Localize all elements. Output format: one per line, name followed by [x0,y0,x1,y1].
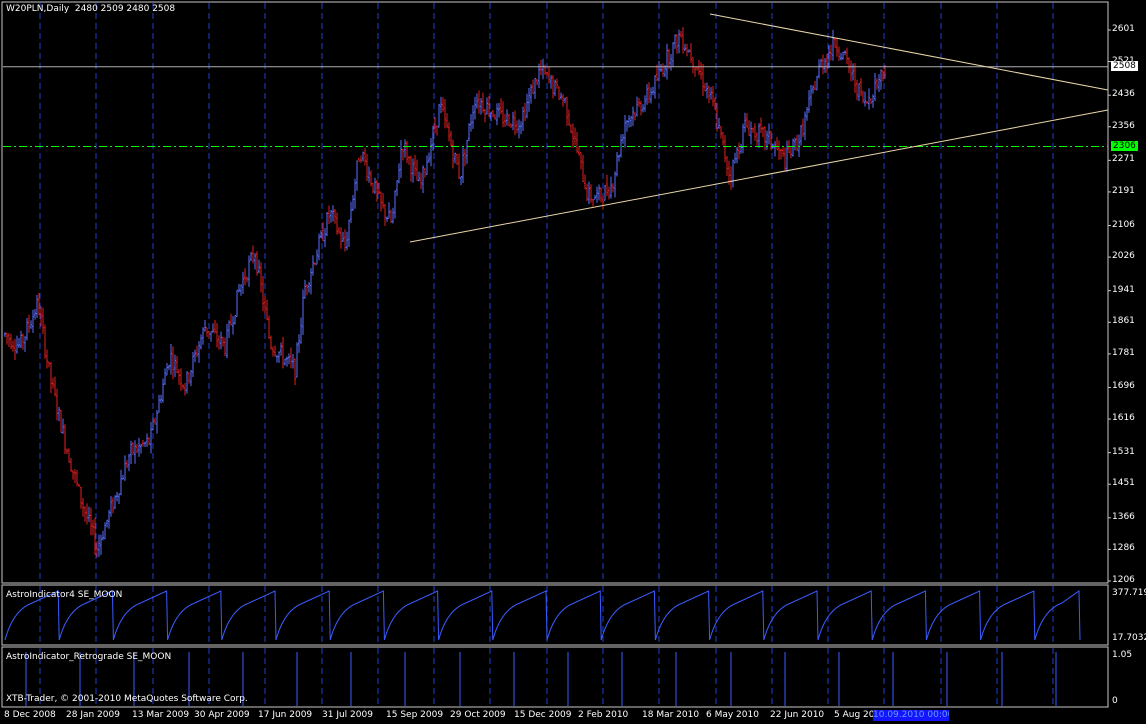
indicator1-axis-top: 377.719 [1112,588,1146,598]
price-tick-label: 1366 [1112,511,1135,522]
date-tick-label: 22 Jun 2010 [770,710,825,720]
indicator1-panel-frame [1,584,1109,646]
date-tick-label: 31 Jul 2009 [322,710,373,720]
upper-trendline [709,13,1109,91]
price-tick-label: 2356 [1112,120,1135,131]
price-tick-label: 1616 [1112,413,1135,424]
main-panel-frame [1,1,1109,584]
indicator1-axis-bottom: 17.7032 [1112,633,1146,643]
indicator2-title: AstroIndicator_Retrograde SE_MOON [6,652,172,662]
price-tick-label: 2271 [1112,154,1135,165]
current-price-tag: 2508 [1111,61,1138,71]
indicator2-axis-top: 1.05 [1112,650,1133,660]
price-tick-label: 2106 [1112,219,1135,230]
date-tick-label: 2 Feb 2010 [578,710,629,720]
date-tick-label: 5 Aug 20 [834,710,875,720]
price-tick-label: 1781 [1112,347,1135,358]
date-tick-label: 15 Dec 2009 [514,710,572,720]
price-tick-label: 2026 [1112,251,1135,262]
price-tick-label: 1696 [1112,381,1135,392]
date-tick-label: 28 Jan 2009 [66,710,120,720]
price-tick-label: 1206 [1112,575,1135,585]
date-tick-label: 30 Apr 2009 [194,710,250,720]
support-level-tag: 2306 [1111,141,1138,151]
date-tick-label: 13 Mar 2009 [132,710,190,720]
lower-trendline [409,109,1109,243]
copyright-text: XTB-Trader, © 2001-2010 MetaQuotes Softw… [6,694,248,704]
indicator2-axis-bottom: 0 [1112,696,1118,706]
moon-sawtooth-line [4,590,1081,641]
date-tick-label: 8 Dec 2008 [4,710,56,720]
price-tick-label: 1531 [1112,446,1135,457]
date-tick-label: 6 May 2010 [706,710,759,720]
date-tick-label: 17 Jun 2009 [258,710,313,720]
price-tick-label: 1451 [1112,478,1135,489]
ohlc-label: 2480 2509 2480 2508 [74,4,176,14]
price-tick-label: 1941 [1112,284,1135,295]
price-tick-label: 1286 [1112,543,1135,554]
date-tick-label: 15 Sep 2009 [386,710,444,720]
price-tick-label: 2191 [1112,185,1135,196]
date-tick-label: 18 Mar 2010 [642,710,700,720]
price-tick-label: 1861 [1112,316,1135,327]
price-tick-label: 2521 [1112,56,1135,67]
indicator2-panel-frame [1,646,1109,708]
symbol-label: W20PLN,Daily 2480 2509 2480 2508 [6,4,176,14]
date-tick-label: 29 Oct 2009 [450,710,506,720]
price-tick-label: 2601 [1112,24,1135,34]
indicator1-title: AstroIndicator4 SE_MOON [6,590,123,600]
crosshair-date-label: 10.09.2010 00:00 [873,710,949,721]
price-tick-label: 2436 [1112,89,1135,100]
